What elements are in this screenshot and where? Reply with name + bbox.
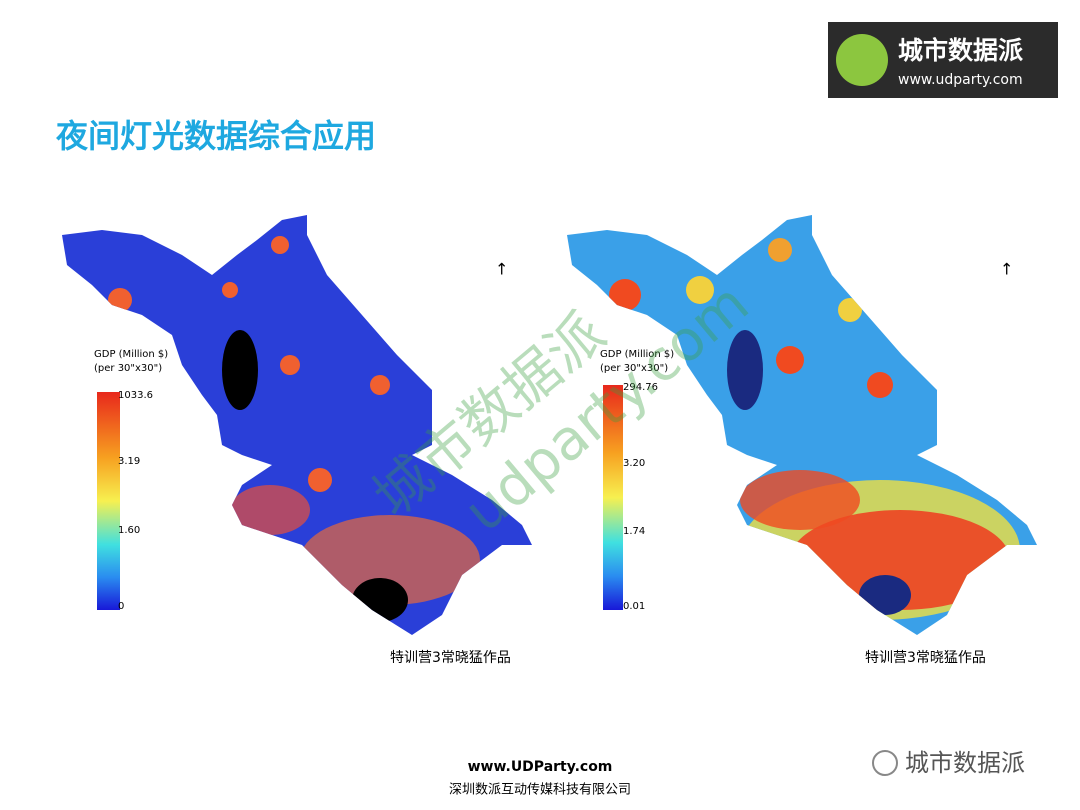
legend-bar bbox=[603, 385, 623, 610]
wechat-name: 城市数据派 bbox=[905, 749, 1025, 777]
wechat-icon bbox=[872, 750, 898, 776]
legend-tick: 0.01 bbox=[623, 601, 645, 612]
legend-tick: 1.60 bbox=[118, 525, 140, 536]
logo-url: www.udparty.com bbox=[898, 72, 1023, 88]
legend-unit: (per 30"x30") bbox=[94, 363, 162, 374]
legend-tick: 3.20 bbox=[623, 458, 645, 469]
footer-company: 深圳数派互动传媒科技有限公司 bbox=[449, 783, 631, 798]
legend-tick: 1.74 bbox=[623, 526, 645, 537]
footer-url: www.UDParty.com bbox=[468, 759, 613, 775]
legend-unit: (per 30"x30") bbox=[600, 363, 668, 374]
legend-bar bbox=[97, 392, 120, 610]
legend-tick: 3.19 bbox=[118, 456, 140, 467]
slide-title: 夜间灯光数据综合应用 bbox=[55, 117, 376, 155]
caption: 特训营3常晓猛作品 bbox=[390, 650, 511, 666]
legend-tick: 294.76 bbox=[623, 382, 658, 393]
logo-name: 城市数据派 bbox=[898, 36, 1023, 65]
legend-title: GDP (Million $) bbox=[600, 349, 674, 360]
logo-icon bbox=[836, 34, 888, 86]
caption: 特训营3常晓猛作品 bbox=[865, 650, 986, 666]
map-right-hotspots bbox=[609, 238, 1020, 620]
legend-title: GDP (Million $) bbox=[94, 349, 168, 360]
legend-tick: 0 bbox=[118, 601, 124, 612]
legend-tick: 1033.6 bbox=[118, 390, 153, 401]
north-arrow: ↑ bbox=[1000, 260, 1013, 279]
north-arrow: ↑ bbox=[495, 260, 508, 279]
